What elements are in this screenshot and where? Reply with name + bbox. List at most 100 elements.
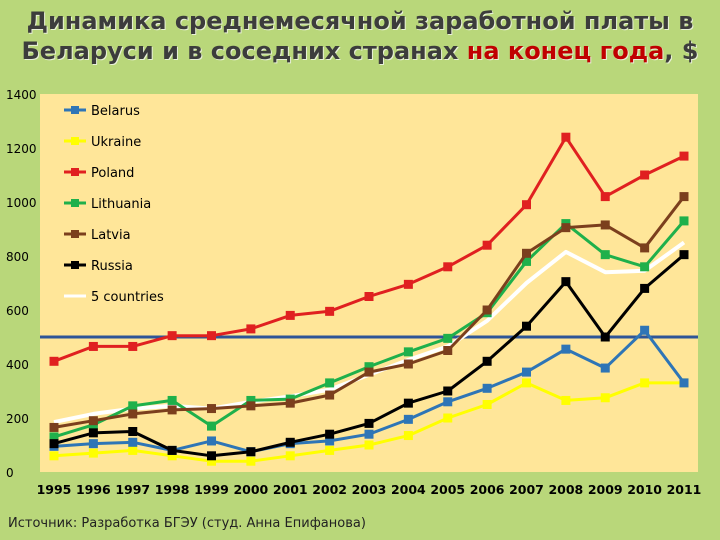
data-point — [128, 445, 138, 455]
data-point — [443, 346, 453, 355]
data-point — [364, 429, 374, 439]
data-point — [443, 262, 453, 272]
data-point — [128, 437, 138, 447]
data-point — [600, 393, 610, 403]
data-point — [482, 383, 492, 393]
data-point — [88, 428, 98, 438]
legend-swatch-marker — [71, 168, 79, 176]
legend-swatch-marker — [71, 261, 79, 269]
y-tick-label: 1400 — [6, 88, 37, 102]
data-point — [522, 200, 531, 210]
data-point — [482, 240, 492, 250]
data-point — [49, 422, 59, 432]
data-point — [285, 398, 295, 408]
data-point — [49, 432, 59, 442]
data-point — [49, 356, 59, 366]
data-point — [443, 333, 453, 343]
data-point — [679, 151, 689, 161]
data-point — [325, 445, 335, 455]
y-tick-label: 1000 — [6, 196, 37, 210]
data-point — [679, 250, 689, 260]
data-point — [246, 456, 256, 466]
data-point — [364, 367, 374, 377]
data-point — [207, 421, 216, 431]
data-point — [325, 306, 335, 316]
data-point — [88, 341, 98, 351]
data-point — [364, 440, 374, 450]
x-tick-label: 1997 — [115, 482, 150, 497]
data-point — [207, 331, 216, 341]
x-tick-label: 2004 — [391, 482, 426, 497]
data-point — [600, 332, 610, 342]
data-point — [522, 367, 531, 377]
data-point — [128, 341, 138, 351]
data-point — [561, 344, 571, 354]
data-point — [561, 223, 571, 233]
data-point — [246, 324, 256, 334]
slide-title: Динамика среднемесячной заработной платы… — [0, 6, 720, 66]
data-point — [364, 418, 374, 428]
data-point — [207, 451, 216, 461]
data-point — [640, 243, 650, 253]
series-belarus — [49, 325, 689, 457]
legend-label: Russia — [91, 259, 133, 274]
title-line-1: Динамика среднемесячной заработной платы… — [26, 7, 694, 35]
legend-item: Latvia — [64, 228, 131, 243]
x-tick-label: 2001 — [273, 482, 308, 497]
legend-swatch-marker — [71, 137, 79, 145]
legend: Belarus Ukraine Poland Lithuania Latvia Russi… — [64, 104, 164, 305]
data-point — [207, 456, 216, 466]
data-point — [679, 192, 689, 202]
data-point — [640, 170, 650, 180]
data-point — [561, 395, 571, 405]
data-point — [640, 283, 650, 293]
x-tick-label: 2005 — [430, 482, 465, 497]
data-point — [443, 397, 453, 407]
data-point — [640, 325, 650, 335]
legend-label: Lithuania — [91, 197, 151, 212]
data-point — [482, 400, 492, 409]
x-axis: 1995 1996 1997 1998 1999 2000 2001 2002 2003 2004… — [37, 482, 702, 497]
x-tick-label: 2010 — [627, 482, 662, 497]
x-tick-label: 2003 — [352, 482, 387, 497]
data-point — [522, 256, 531, 266]
data-point — [207, 436, 216, 446]
y-tick-label: 600 — [6, 304, 29, 318]
data-point — [640, 378, 650, 388]
data-point — [167, 451, 177, 461]
data-point — [325, 429, 335, 439]
title-highlight: на конец года — [466, 37, 665, 65]
y-tick-label: 0 — [6, 466, 14, 480]
data-point — [600, 250, 610, 260]
legend-label: Ukraine — [91, 135, 141, 150]
data-point — [88, 416, 98, 426]
legend-item: Ukraine — [64, 135, 141, 150]
data-point — [364, 362, 374, 372]
data-point — [364, 292, 374, 301]
data-point — [640, 262, 650, 272]
data-point — [403, 347, 413, 357]
data-point — [49, 451, 59, 461]
legend-item: Russia — [64, 259, 133, 274]
series-poland — [49, 132, 689, 366]
data-point — [167, 405, 177, 415]
data-point — [325, 378, 335, 388]
data-point — [561, 277, 571, 287]
data-point — [561, 132, 571, 142]
series-russia — [49, 250, 689, 461]
data-point — [482, 356, 492, 366]
data-point — [88, 448, 98, 458]
data-point — [600, 363, 610, 373]
y-tick-label: 800 — [6, 250, 29, 264]
legend-label: Poland — [91, 166, 134, 181]
data-point — [167, 395, 177, 405]
data-point — [403, 431, 413, 441]
legend-item: Lithuania — [64, 197, 151, 212]
data-point — [246, 395, 256, 405]
data-point — [325, 436, 335, 446]
y-tick-label: 200 — [6, 412, 29, 426]
data-point — [167, 331, 177, 341]
x-tick-label: 2006 — [470, 482, 505, 497]
data-point — [285, 310, 295, 320]
